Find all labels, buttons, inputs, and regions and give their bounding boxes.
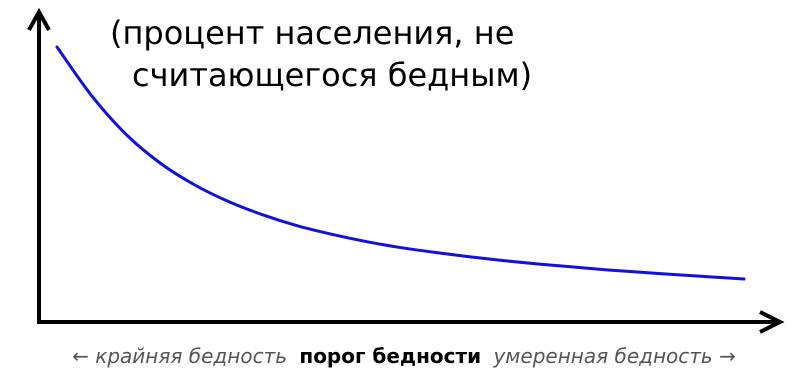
- x-label-left-arrow: ←: [72, 344, 89, 368]
- x-label-extreme-poverty: крайняя бедность: [95, 344, 287, 368]
- x-label-right-arrow: →: [719, 344, 736, 368]
- x-axis-arrowhead: [759, 310, 785, 334]
- y-axis-label-line-1: (процент населения, не: [110, 14, 514, 52]
- y-axis-label-line-2: считающегося бедным): [132, 56, 532, 94]
- x-label-moderate-poverty: умеренная бедность: [492, 344, 712, 368]
- series-layer: [55, 45, 746, 281]
- y-axis-label: (процент населения, не считающегося бедн…: [110, 14, 532, 94]
- series-line-0: [55, 45, 746, 281]
- axes: [27, 7, 785, 334]
- x-label-poverty-threshold: порог бедности: [299, 344, 481, 368]
- y-axis-arrowhead: [27, 7, 51, 31]
- x-axis-label: ← крайняя бедность порог бедности умерен…: [72, 344, 736, 368]
